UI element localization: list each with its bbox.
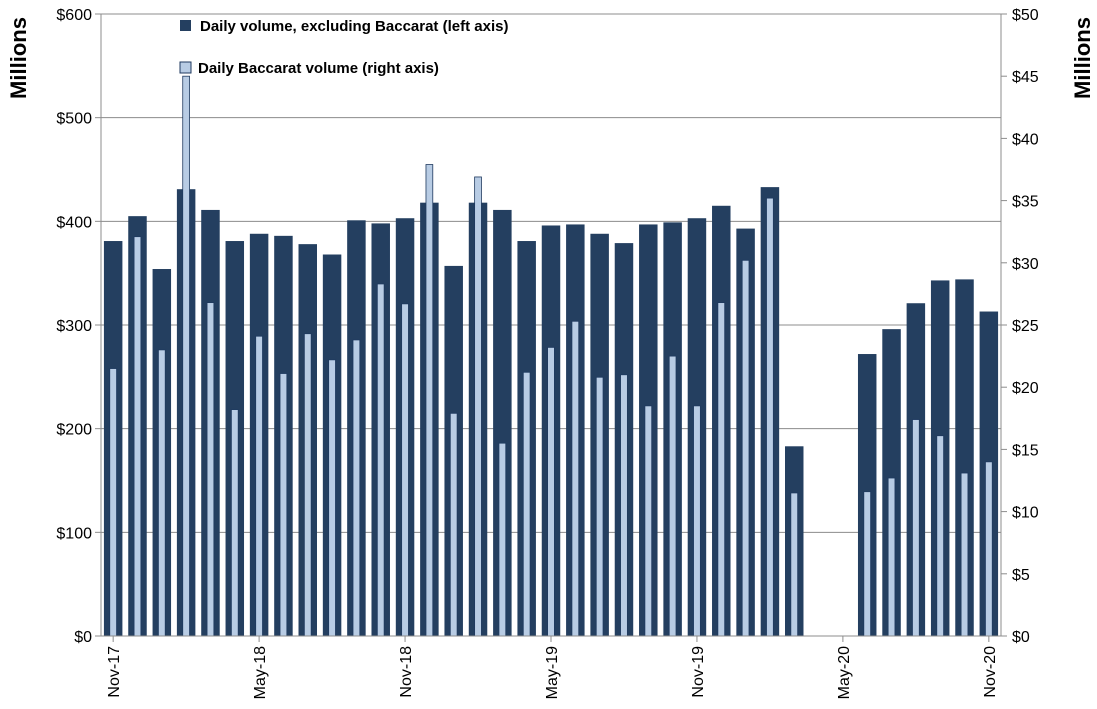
bar-baccarat-volume (790, 492, 799, 637)
bar-baccarat-volume (474, 176, 482, 637)
bar-baccarat-volume (887, 477, 896, 637)
legend-label-daily-volume: Daily volume, excluding Baccarat (left a… (200, 18, 508, 35)
right-axis-tick-label: $40 (1012, 131, 1039, 148)
x-axis-tick-label: May-20 (836, 646, 853, 699)
bar-daily-volume (493, 209, 512, 636)
x-axis-tick-label: May-18 (252, 646, 269, 699)
tick-labels: $0 $100 $200 $300 $400 $500 $600 $0 $5 $10 $15 $20 $… (56, 7, 1038, 699)
bar-baccarat-volume (912, 419, 920, 637)
right-axis-tick-label: $15 (1012, 442, 1039, 459)
right-axis-tick-label: $10 (1012, 505, 1039, 522)
bar-baccarat-volume (303, 333, 312, 637)
bar-baccarat-volume (182, 75, 190, 637)
right-axis-tick-label: $45 (1012, 69, 1039, 86)
bar-baccarat-volume (571, 320, 580, 637)
legend-label-baccarat-volume: Daily Baccarat volume (right axis) (198, 60, 439, 77)
right-axis-title: Millions (1070, 17, 1095, 99)
bar-baccarat-volume (766, 197, 774, 637)
legend: Daily volume, excluding Baccarat (left a… (179, 18, 508, 77)
left-axis-tick-label: $600 (56, 7, 92, 24)
left-axis-tick-label: $100 (56, 525, 92, 542)
x-axis-tick-label: Nov-17 (106, 646, 123, 698)
left-axis-tick-label: $500 (56, 111, 92, 128)
right-axis-tick-label: $25 (1012, 318, 1039, 335)
bar-baccarat-volume (595, 376, 604, 637)
bar-baccarat-volume (230, 409, 239, 637)
bar-baccarat-volume (133, 236, 142, 637)
left-axis-tick-label: $0 (74, 629, 92, 646)
bar-baccarat-volume (985, 461, 993, 637)
bar-baccarat-volume (741, 259, 750, 637)
x-axis-tick-label: May-19 (544, 646, 561, 699)
right-axis-tick-label: $20 (1012, 380, 1039, 397)
bar-baccarat-volume (522, 371, 531, 637)
bar-baccarat-volume (717, 302, 726, 637)
left-axis-tick-label: $200 (56, 422, 92, 439)
bar-baccarat-volume (668, 355, 677, 637)
x-axis-tick-label: Nov-18 (398, 646, 415, 698)
bar-baccarat-volume (158, 349, 166, 637)
legend-swatch-daily-volume (180, 20, 191, 31)
bar-baccarat-volume (620, 374, 628, 637)
legend-swatch-baccarat-volume (179, 61, 192, 74)
bar-baccarat-volume (206, 302, 215, 637)
bar-baccarat-volume (109, 368, 117, 637)
bar-baccarat-volume (693, 405, 701, 637)
right-axis-tick-label: $0 (1012, 629, 1030, 646)
x-axis-tick-label: Nov-19 (690, 646, 707, 698)
bar-baccarat-volume (863, 491, 872, 637)
bar-baccarat-volume (401, 303, 409, 637)
bar-baccarat-volume (498, 442, 507, 637)
bars (103, 75, 999, 637)
bar-baccarat-volume (255, 335, 263, 637)
bar-baccarat-volume (547, 346, 555, 637)
bar-daily-volume (955, 279, 974, 636)
right-axis-tick-label: $5 (1012, 567, 1030, 584)
bar-baccarat-volume (449, 412, 458, 637)
bar-baccarat-volume (279, 373, 288, 637)
x-axis-tick-label: Nov-20 (982, 646, 999, 698)
left-axis-tick-label: $400 (56, 214, 92, 231)
bar-baccarat-volume (644, 405, 653, 637)
axes (95, 13, 1007, 642)
right-axis-tick-label: $35 (1012, 194, 1039, 211)
bar-baccarat-volume (960, 472, 969, 637)
bar-baccarat-volume (376, 283, 385, 637)
bar-baccarat-volume (352, 339, 361, 637)
right-axis-tick-label: $30 (1012, 256, 1039, 273)
bar-baccarat-volume (425, 164, 434, 637)
bar-baccarat-volume (328, 359, 336, 637)
left-axis-tick-label: $300 (56, 318, 92, 335)
right-axis-tick-label: $50 (1012, 7, 1039, 24)
bar-baccarat-volume (936, 435, 944, 637)
left-axis-title: Millions (6, 17, 31, 99)
